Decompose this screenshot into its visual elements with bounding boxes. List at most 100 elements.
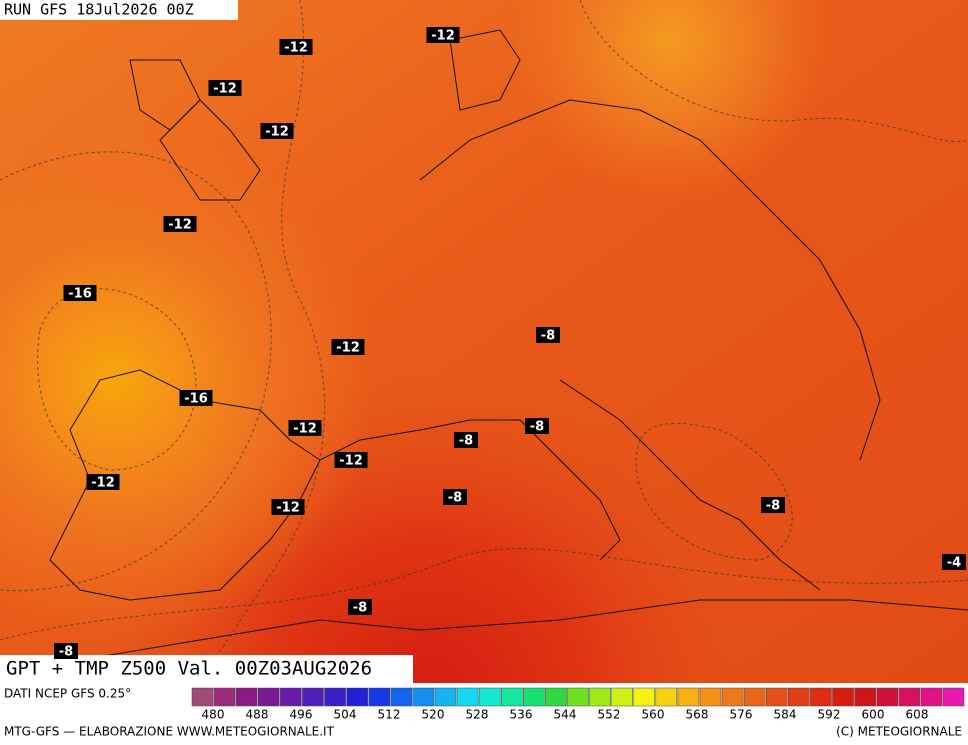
- scale-box: [832, 687, 854, 707]
- contour-label-box: [454, 432, 478, 448]
- run-box: [0, 0, 238, 20]
- scale-box: [346, 687, 368, 707]
- scale-box: [280, 687, 302, 707]
- scale-box: [434, 687, 457, 707]
- contour-label: -12: [276, 501, 300, 516]
- contour-label-box: [443, 489, 467, 505]
- scale-box: [302, 687, 324, 707]
- scale-box: [500, 687, 523, 707]
- scale-tick-label: 584: [774, 708, 797, 722]
- contour-label: -12: [431, 29, 455, 44]
- contour-label: -12: [339, 454, 363, 469]
- scale-box: [876, 687, 898, 707]
- scale-box: [567, 687, 589, 707]
- scale-box: [589, 687, 611, 707]
- contour-label: -8: [541, 329, 555, 344]
- contour-label-box: [288, 420, 322, 436]
- contour-label-box: [279, 39, 313, 55]
- scale-box: [920, 687, 943, 707]
- scale-box: [478, 687, 501, 707]
- contour-label: -12: [91, 476, 115, 491]
- scale-tick-label: 496: [290, 708, 313, 722]
- scale-tick-label: 504: [334, 708, 357, 722]
- contour-label: -12: [168, 218, 192, 233]
- contour-label: -12: [284, 41, 308, 56]
- scale-tick-label: 592: [818, 708, 841, 722]
- contour-label: -12: [265, 125, 289, 140]
- scale-box: [633, 687, 656, 707]
- contour-label-box: [260, 123, 294, 139]
- scale-tick-label: 568: [686, 708, 709, 722]
- copyright-label: (C) METEOGIORNALE: [836, 725, 962, 739]
- source-label: DATI NCEP GFS 0.25°: [4, 687, 131, 701]
- scale-tick-label: 560: [642, 708, 665, 722]
- contour-label-box: [54, 643, 78, 659]
- contour-label: -16: [184, 392, 208, 407]
- contour-label-box: [426, 27, 460, 43]
- contour-label-box: [179, 390, 213, 406]
- scale-box: [523, 687, 545, 707]
- scale-box: [743, 687, 766, 707]
- contour-label: -16: [68, 287, 92, 302]
- contour-label-box: [331, 339, 365, 355]
- map-title: GPT + TMP Z500 Val. 00Z03AUG2026: [6, 658, 372, 680]
- contour-label: -4: [947, 556, 961, 571]
- scale-box: [324, 687, 346, 707]
- scale-tick-label: 608: [906, 708, 929, 722]
- scale-box: [898, 687, 921, 707]
- scale-box: [258, 687, 280, 707]
- contour-label: -8: [59, 645, 73, 660]
- color-scale: 480 488 496 504 512 520 528 536 544 552 560 568 576 5…: [191, 687, 965, 722]
- scale-box: [611, 687, 633, 707]
- contour-label-box: [334, 452, 368, 468]
- contour-label: -8: [353, 601, 367, 616]
- contour-label: -8: [459, 434, 473, 449]
- scale-box: [788, 687, 810, 707]
- coastlines: [0, 29, 968, 681]
- scale-tick-label: 480: [202, 708, 225, 722]
- scale-tick-label: 576: [730, 708, 753, 722]
- contour-label-box: [271, 499, 305, 515]
- scale-box: [368, 687, 391, 707]
- scale-box: [412, 687, 435, 707]
- contour-label-box: [348, 599, 372, 615]
- scale-box: [213, 687, 236, 707]
- contour-labels: -12 -12 -12 -12 -12 -16 -12 -8 -16 -12 -8 -8 -12 -12 -…: [54, 27, 966, 660]
- scale-box: [942, 687, 965, 707]
- scale-box: [545, 687, 567, 707]
- contour-label-box: [942, 554, 966, 570]
- scale-box: [810, 687, 832, 707]
- scale-box: [854, 687, 876, 707]
- scale-tick-label: 512: [378, 708, 401, 722]
- scale-box: [390, 687, 413, 707]
- contour-label: -12: [293, 422, 317, 437]
- scale-box: [765, 687, 788, 707]
- scale-tick-label: 528: [466, 708, 489, 722]
- contour-label-box: [761, 497, 785, 513]
- contour-label-box: [63, 285, 97, 301]
- scale-box: [721, 687, 744, 707]
- scale-box: [699, 687, 722, 707]
- scale-tick-label: 544: [554, 708, 577, 722]
- contour-label-box: [525, 418, 549, 434]
- contour-label-box: [536, 327, 560, 343]
- contour-label: -8: [530, 420, 544, 435]
- scale-box: [191, 687, 214, 707]
- scale-box: [235, 687, 258, 707]
- contour-label: -12: [213, 82, 237, 97]
- scale-box: [655, 687, 678, 707]
- run-label: RUN GFS 18Jul2026 00Z: [4, 1, 194, 19]
- scale-tick-label: 488: [246, 708, 269, 722]
- credit-label: MTG-GFS — ELABORAZIONE WWW.METEOGIORNALE…: [4, 725, 335, 739]
- scale-box: [456, 687, 479, 707]
- scale-tick-label: 520: [422, 708, 445, 722]
- scale-tick-label: 600: [862, 708, 885, 722]
- scale-tick-label: 552: [598, 708, 621, 722]
- title-box: [0, 655, 413, 683]
- scale-tick-label: 536: [510, 708, 533, 722]
- contour-label-box: [208, 80, 242, 96]
- map-field: [0, 0, 968, 683]
- contour-label-box: [86, 474, 120, 490]
- contours: [0, 0, 968, 684]
